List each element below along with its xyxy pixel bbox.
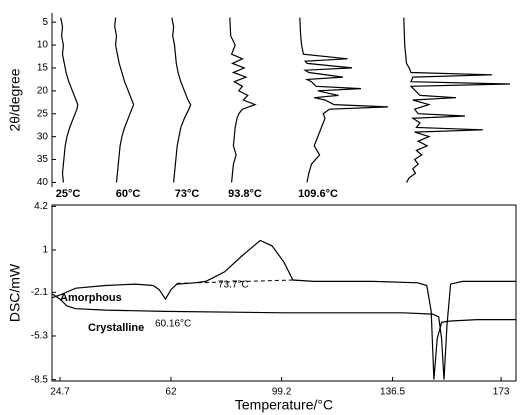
y-tick-label: -5.3 <box>31 331 49 342</box>
data-line <box>51 239 516 380</box>
y-tick-label: 30 <box>37 131 49 142</box>
y-tick-label: -8.5 <box>31 374 49 385</box>
data-line <box>171 17 192 183</box>
series-label: 73°C <box>175 188 200 200</box>
x-tick-label: 99.2 <box>272 387 292 398</box>
x-axis-label: Temperature/°C <box>235 397 333 413</box>
y-axis-label: 2θ/degree <box>7 68 23 131</box>
data-line <box>176 279 293 284</box>
y-tick-label: 35 <box>37 154 49 165</box>
annotation: 73.7°C <box>218 280 249 291</box>
x-tick-label: 136.5 <box>380 387 405 398</box>
series-label: 25°C <box>56 188 81 200</box>
y-axis-label: DSC/mW <box>7 263 23 322</box>
series-label: 109.6°C <box>298 188 338 200</box>
y-tick-label: 4.2 <box>34 201 48 212</box>
y-tick-label: 10 <box>37 40 49 51</box>
y-tick-label: 1 <box>42 245 48 256</box>
data-line <box>403 17 511 183</box>
y-tick-label: 25 <box>37 108 49 119</box>
y-tick-label: 20 <box>37 85 49 96</box>
y-tick-label: 40 <box>37 177 49 188</box>
data-line <box>229 17 257 183</box>
x-tick-label: 62 <box>165 387 177 398</box>
y-tick-label: 5 <box>42 17 48 28</box>
y-tick-label: -2.1 <box>31 287 49 298</box>
data-line <box>114 17 135 183</box>
y-tick-label: 15 <box>37 63 49 74</box>
data-line <box>51 280 516 380</box>
series-label: Amorphous <box>60 292 122 304</box>
data-line <box>299 17 389 183</box>
series-label: 93.8°C <box>228 188 262 200</box>
x-tick-label: 173 <box>493 387 510 398</box>
x-tick-label: 24.7 <box>50 387 70 398</box>
series-label: Crystalline <box>88 322 144 334</box>
plot-frame <box>51 204 517 382</box>
series-label: 60°C <box>116 188 141 200</box>
data-line <box>60 17 79 183</box>
annotation: 60.16°C <box>155 319 191 330</box>
